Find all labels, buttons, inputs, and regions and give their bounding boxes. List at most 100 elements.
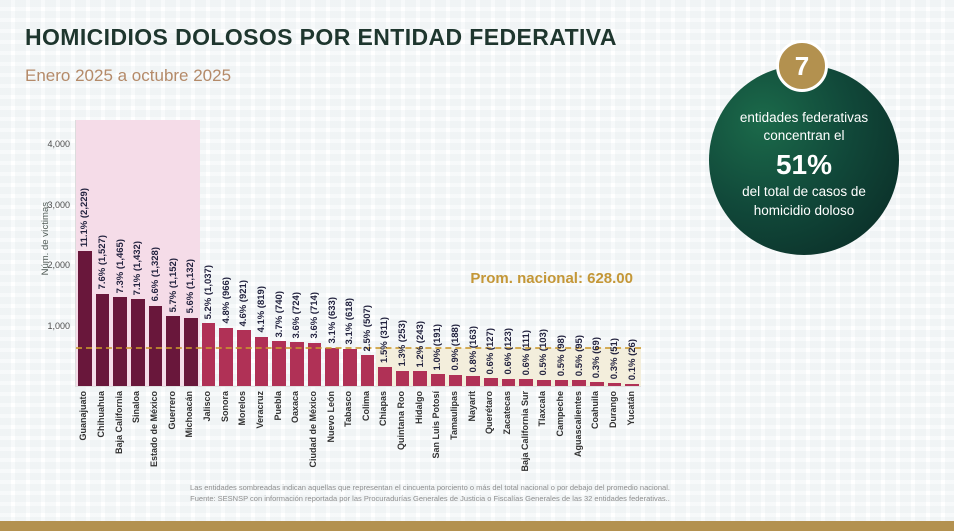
- x-axis-category-label: Sonora: [219, 391, 230, 423]
- bar-value-label: 1.0% (191): [432, 323, 444, 371]
- bar: [183, 317, 198, 386]
- bar: [572, 380, 587, 386]
- national-average-label: Prom. nacional: 628.00: [470, 270, 633, 287]
- x-axis-category-label: Yucatán: [625, 391, 636, 426]
- x-axis-category-label: Chihuahua: [95, 391, 106, 438]
- bar-value-label: 3.1% (633): [326, 297, 338, 344]
- x-axis-category-label: Baja California: [113, 391, 124, 455]
- x-axis-category-label: Estado de México: [148, 391, 159, 468]
- x-axis-category-label: Puebla: [272, 391, 283, 421]
- bar-value-label: 0.3% (69): [591, 336, 603, 378]
- bar: [590, 381, 604, 386]
- bar: [431, 374, 445, 386]
- bar-value-label: 5.6% (1,132): [185, 259, 197, 314]
- x-axis-category-label: Oaxaca: [290, 391, 301, 424]
- x-axis-category-label: Michoacán: [184, 391, 195, 438]
- bar: [625, 384, 639, 386]
- bar: [78, 251, 92, 386]
- x-axis-category-label: Querétaro: [484, 391, 495, 435]
- bar-value-label: 0.5% (103): [538, 329, 550, 376]
- footnote: Las entidades sombreadas indican aquella…: [130, 483, 730, 505]
- bar-value-label: 3.6% (714): [308, 292, 320, 339]
- bar-value-label: 5.2% (1,037): [202, 264, 214, 320]
- plot-area: Núm. de víctimas Prom. nacional: 628.00 …: [40, 120, 641, 387]
- bar-value-label: 0.5% (98): [556, 334, 568, 377]
- x-axis-category-label: Coahuila: [590, 391, 601, 430]
- x-axis-category-label: Tamaulipas: [449, 391, 460, 440]
- bar: [201, 323, 216, 386]
- bar-value-label: 2.5% (507): [361, 304, 373, 352]
- bar: [554, 380, 569, 386]
- bar-value-label: 7.3% (1,465): [114, 239, 126, 294]
- badge-text-line3: del total de casos de: [742, 184, 866, 200]
- bar-value-label: 1.3% (253): [397, 320, 409, 367]
- y-axis-tick-label: 2,000: [47, 260, 70, 271]
- bar-value-label: 1.5% (311): [379, 317, 391, 364]
- bar-value-label: 0.9% (188): [450, 324, 462, 371]
- bar-value-label: 3.1% (618): [344, 298, 356, 345]
- x-axis-category-label: Zacatecas: [502, 391, 513, 435]
- bar: [95, 293, 110, 386]
- badge-text-line2: concentran el: [763, 128, 845, 144]
- x-axis-category-label: Morelos: [237, 391, 248, 426]
- bar-value-label: 7.6% (1,527): [96, 235, 108, 290]
- bar: [254, 336, 269, 386]
- badge-count: 7: [794, 50, 810, 81]
- bar-value-label: 11.1% (2,229): [79, 188, 91, 248]
- bar-value-label: 0.8% (163): [467, 325, 479, 373]
- bar: [113, 297, 127, 386]
- x-axis-category-label: Nuevo León: [325, 391, 336, 443]
- bar: [413, 371, 428, 386]
- x-axis-category-label: Tlaxcala: [537, 391, 548, 427]
- bar: [130, 299, 145, 386]
- bar-value-label: 0.1% (26): [626, 339, 638, 381]
- x-axis-category-label: Jalisco: [201, 391, 212, 422]
- bar: [272, 341, 286, 386]
- y-axis-tick-label: 1,000: [47, 320, 70, 331]
- national-average-line: [76, 347, 641, 350]
- bar: [148, 305, 163, 386]
- bar: [537, 379, 551, 386]
- bar: [378, 367, 392, 386]
- bar: [289, 342, 304, 386]
- x-axis-category-label: Guanajuato: [78, 391, 89, 441]
- bar: [307, 342, 322, 386]
- bar: [519, 379, 534, 386]
- badge-count-circle: 7: [776, 40, 828, 92]
- x-axis-category-label: Tabasco: [343, 391, 354, 427]
- bar: [166, 316, 180, 386]
- x-axis-category-label: Sinaloa: [131, 391, 142, 424]
- x-axis-category-label: Quintana Roo: [396, 391, 407, 450]
- x-axis-category-label: Guerrero: [166, 391, 177, 430]
- y-axis-tick-label: 3,000: [47, 199, 70, 210]
- bar-value-label: 0.5% (95): [573, 335, 585, 377]
- bar: [342, 348, 357, 386]
- badge-text-line4: homicidio doloso: [753, 202, 855, 218]
- bar: [501, 378, 516, 386]
- x-axis-category-label: Durango: [608, 391, 619, 428]
- bar-value-label: 5.7% (1,152): [167, 257, 179, 313]
- footer-accent-bar: [0, 521, 954, 531]
- bar: [607, 382, 622, 386]
- x-axis-category-label: Nayarit: [466, 391, 477, 422]
- bar-value-label: 0.3% (51): [609, 337, 621, 379]
- bar-chart: Núm. de víctimas Prom. nacional: 628.00 …: [40, 120, 641, 472]
- x-axis-labels: Guanajuato Chihuahua Baja California Sinalo…: [75, 387, 640, 487]
- x-axis-category-label: Veracruz: [254, 391, 265, 429]
- footnote-line2: Fuente: SESNSP con información reportada…: [190, 493, 670, 503]
- bar-value-label: 0.6% (123): [503, 328, 515, 375]
- page-subtitle: Enero 2025 a octubre 2025: [25, 66, 232, 85]
- x-axis-category-label: Aguascalientes: [572, 391, 583, 458]
- footnote-line1: Las entidades sombreadas indican aquella…: [190, 483, 670, 492]
- x-axis-category-label: Colima: [360, 391, 371, 422]
- x-axis-category-label: Baja California Sur: [519, 391, 530, 472]
- x-axis-category-label: Hidalgo: [413, 391, 424, 424]
- bar: [219, 327, 233, 386]
- x-axis-category-label: San Luis Potosí: [431, 391, 442, 459]
- bar: [448, 374, 463, 386]
- bar: [395, 370, 410, 386]
- bar-value-label: 3.6% (724): [291, 291, 303, 339]
- bar: [360, 355, 375, 386]
- bar-value-label: 6.6% (1,328): [149, 247, 161, 302]
- bar-value-label: 0.6% (111): [520, 329, 532, 376]
